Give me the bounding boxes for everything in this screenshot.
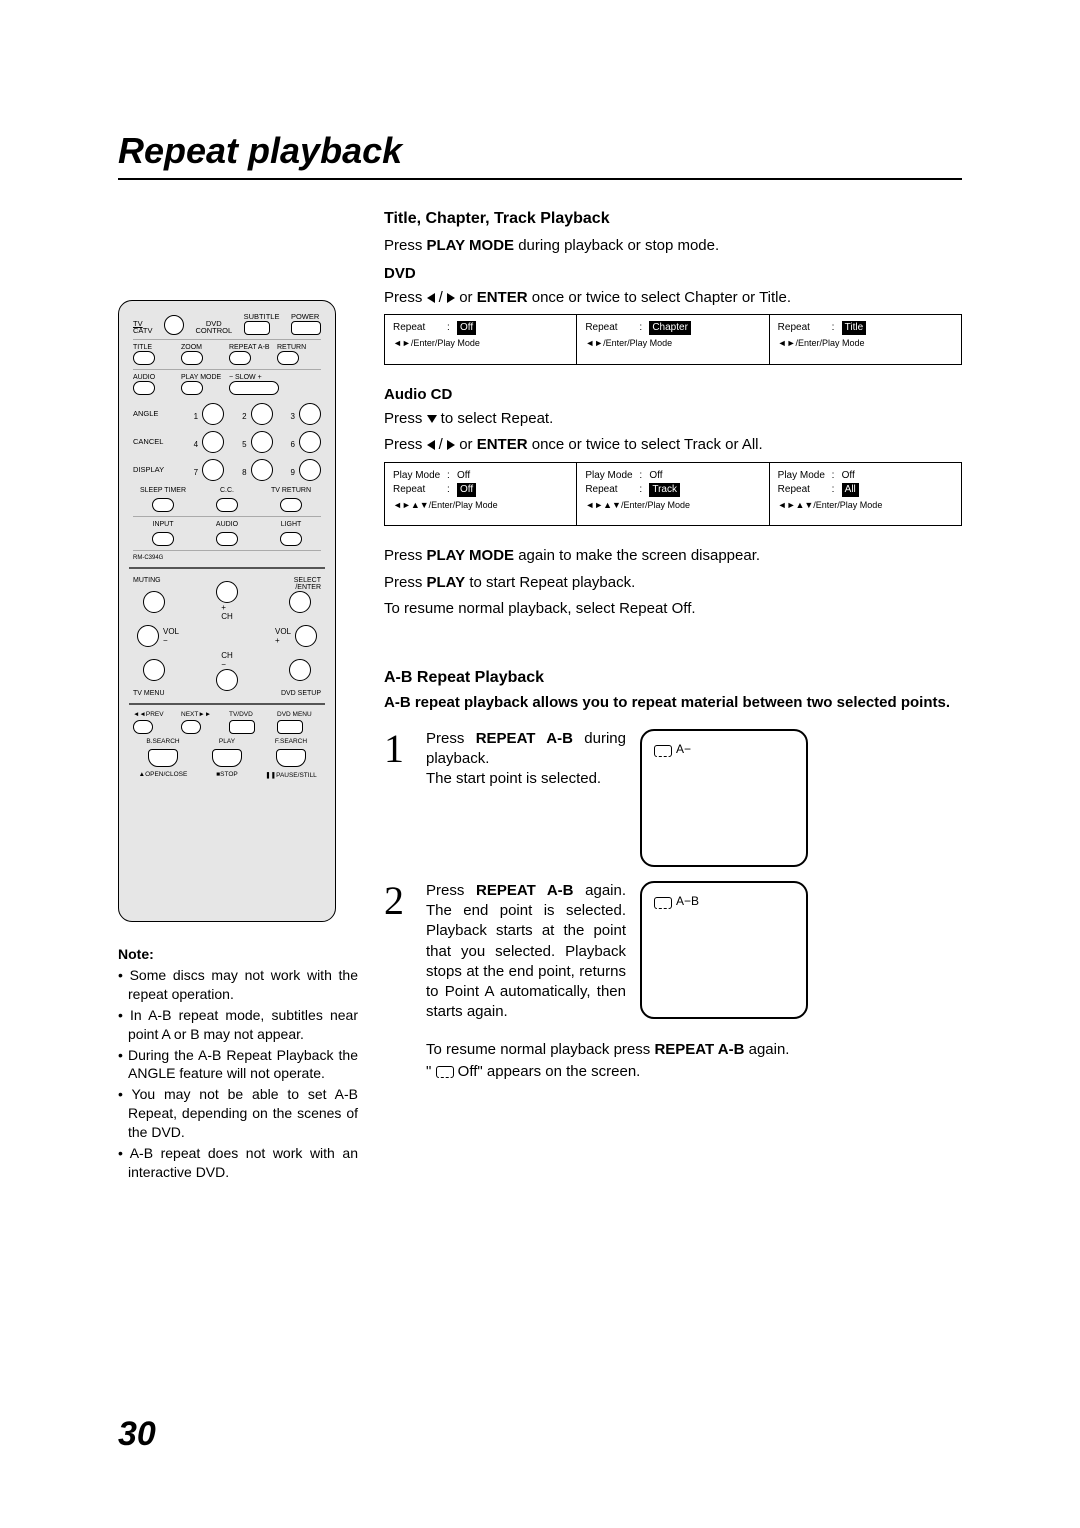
- step-1: 1 Press REPEAT A-B during playback.The s…: [384, 729, 962, 867]
- note-item: You may not be able to set A-B Repeat, d…: [118, 1085, 358, 1142]
- step-number: 1: [384, 729, 412, 867]
- dvd-osd-row: Repeat:Off◄►/Enter/Play ModeRepeat:Chapt…: [384, 314, 962, 365]
- resume-instruction: To resume normal playback press REPEAT A…: [384, 1039, 962, 1084]
- instruction: Press / or ENTER once or twice to select…: [384, 288, 962, 308]
- page-title: Repeat playback: [118, 130, 962, 180]
- remote-illustration: TVCATV DVDCONTROL SUBTITLE POWER TITLE Z…: [118, 300, 336, 922]
- instruction: Press PLAY to start Repeat playback.: [384, 573, 962, 593]
- instruction: Press PLAY MODE during playback or stop …: [384, 236, 962, 256]
- repeat-icon: [654, 745, 672, 757]
- note-item: A-B repeat does not work with an interac…: [118, 1144, 358, 1182]
- step-2: 2 Press REPEAT A-B again. The end point …: [384, 881, 962, 1023]
- instruction: Press PLAY MODE again to make the screen…: [384, 546, 962, 566]
- note-item: Some discs may not work with the repeat …: [118, 966, 358, 1004]
- tv-screen-1: A−: [640, 729, 808, 867]
- step-number: 2: [384, 881, 412, 1023]
- dvd-label: DVD: [384, 264, 962, 284]
- section-title-chapter-track: Title, Chapter, Track Playback: [384, 208, 962, 230]
- note-heading: Note:: [118, 946, 358, 962]
- note-item: During the A-B Repeat Playback the ANGLE…: [118, 1046, 358, 1084]
- instruction: Press to select Repeat.: [384, 409, 962, 429]
- instruction: To resume normal playback, select Repeat…: [384, 599, 962, 619]
- notes-list: Some discs may not work with the repeat …: [118, 966, 358, 1182]
- cd-osd-row: Play Mode:OffRepeat:Off◄►▲▼/Enter/Play M…: [384, 462, 962, 527]
- note-item: In A-B repeat mode, subtitles near point…: [118, 1006, 358, 1044]
- audio-cd-label: Audio CD: [384, 385, 962, 405]
- tv-screen-2: A−B: [640, 881, 808, 1019]
- instruction: Press / or ENTER once or twice to select…: [384, 435, 962, 455]
- repeat-icon: [436, 1066, 454, 1078]
- page-number: 30: [118, 1415, 156, 1454]
- repeat-icon: [654, 897, 672, 909]
- ab-description: A-B repeat playback allows you to repeat…: [384, 693, 962, 713]
- section-ab-repeat: A-B Repeat Playback: [384, 667, 962, 689]
